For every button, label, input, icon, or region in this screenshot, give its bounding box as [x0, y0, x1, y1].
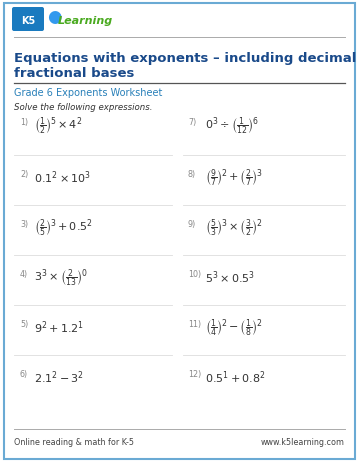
Text: $2.1^2-3^2$: $2.1^2-3^2$ [34, 369, 84, 386]
Text: fractional bases: fractional bases [14, 67, 134, 80]
Text: $\left(\frac{1}{2}\right)^{\!5}\times 4^2$: $\left(\frac{1}{2}\right)^{\!5}\times 4^… [34, 115, 82, 136]
Text: $0.1^2 \times 10^3$: $0.1^2 \times 10^3$ [34, 169, 91, 186]
Text: $3^3 \times\left(\frac{2}{13}\right)^{\!0}$: $3^3 \times\left(\frac{2}{13}\right)^{\!… [34, 267, 88, 288]
Text: 11): 11) [188, 319, 201, 328]
Text: 4): 4) [20, 269, 28, 278]
Text: $0^3\div\left(\frac{1}{12}\right)^{\!6}$: $0^3\div\left(\frac{1}{12}\right)^{\!6}$ [205, 115, 258, 136]
Text: 10): 10) [188, 269, 201, 278]
Text: 3): 3) [20, 219, 28, 229]
Text: Online reading & math for K-5: Online reading & math for K-5 [14, 437, 134, 446]
Text: 6): 6) [20, 369, 28, 378]
Text: 9): 9) [188, 219, 196, 229]
Text: 2): 2) [20, 169, 28, 179]
Text: K5: K5 [21, 16, 35, 26]
Text: 8): 8) [188, 169, 196, 179]
Text: Solve the following expressions.: Solve the following expressions. [14, 103, 153, 112]
Text: 5): 5) [20, 319, 28, 328]
Text: Equations with exponents – including decimal and: Equations with exponents – including dec… [14, 52, 359, 65]
Text: $9^2+1.2^1$: $9^2+1.2^1$ [34, 319, 84, 336]
Text: 1): 1) [20, 118, 28, 127]
Text: $\left(\frac{9}{7}\right)^{\!2}+\left(\frac{2}{7}\right)^{\!3}$: $\left(\frac{9}{7}\right)^{\!2}+\left(\f… [205, 167, 262, 188]
Text: 12): 12) [188, 369, 201, 378]
Text: Grade 6 Exponents Worksheet: Grade 6 Exponents Worksheet [14, 88, 162, 98]
Text: $5^3\times 0.5^3$: $5^3\times 0.5^3$ [205, 269, 255, 286]
Text: Learning: Learning [58, 16, 113, 26]
Text: $\left(\frac{5}{3}\right)^{\!3}\times\left(\frac{3}{2}\right)^{\!2}$: $\left(\frac{5}{3}\right)^{\!3}\times\le… [205, 217, 262, 238]
Text: $\left(\frac{2}{5}\right)^{\!3}+0.5^2$: $\left(\frac{2}{5}\right)^{\!3}+0.5^2$ [34, 217, 93, 238]
Text: $\left(\frac{1}{4}\right)^{\!2}-\left(\frac{1}{8}\right)^{\!2}$: $\left(\frac{1}{4}\right)^{\!2}-\left(\f… [205, 317, 262, 338]
Text: $0.5^1+0.8^2$: $0.5^1+0.8^2$ [205, 369, 266, 386]
Text: ●: ● [47, 8, 61, 26]
FancyBboxPatch shape [12, 8, 44, 32]
Text: 7): 7) [188, 118, 196, 127]
Text: www.k5learning.com: www.k5learning.com [261, 437, 345, 446]
